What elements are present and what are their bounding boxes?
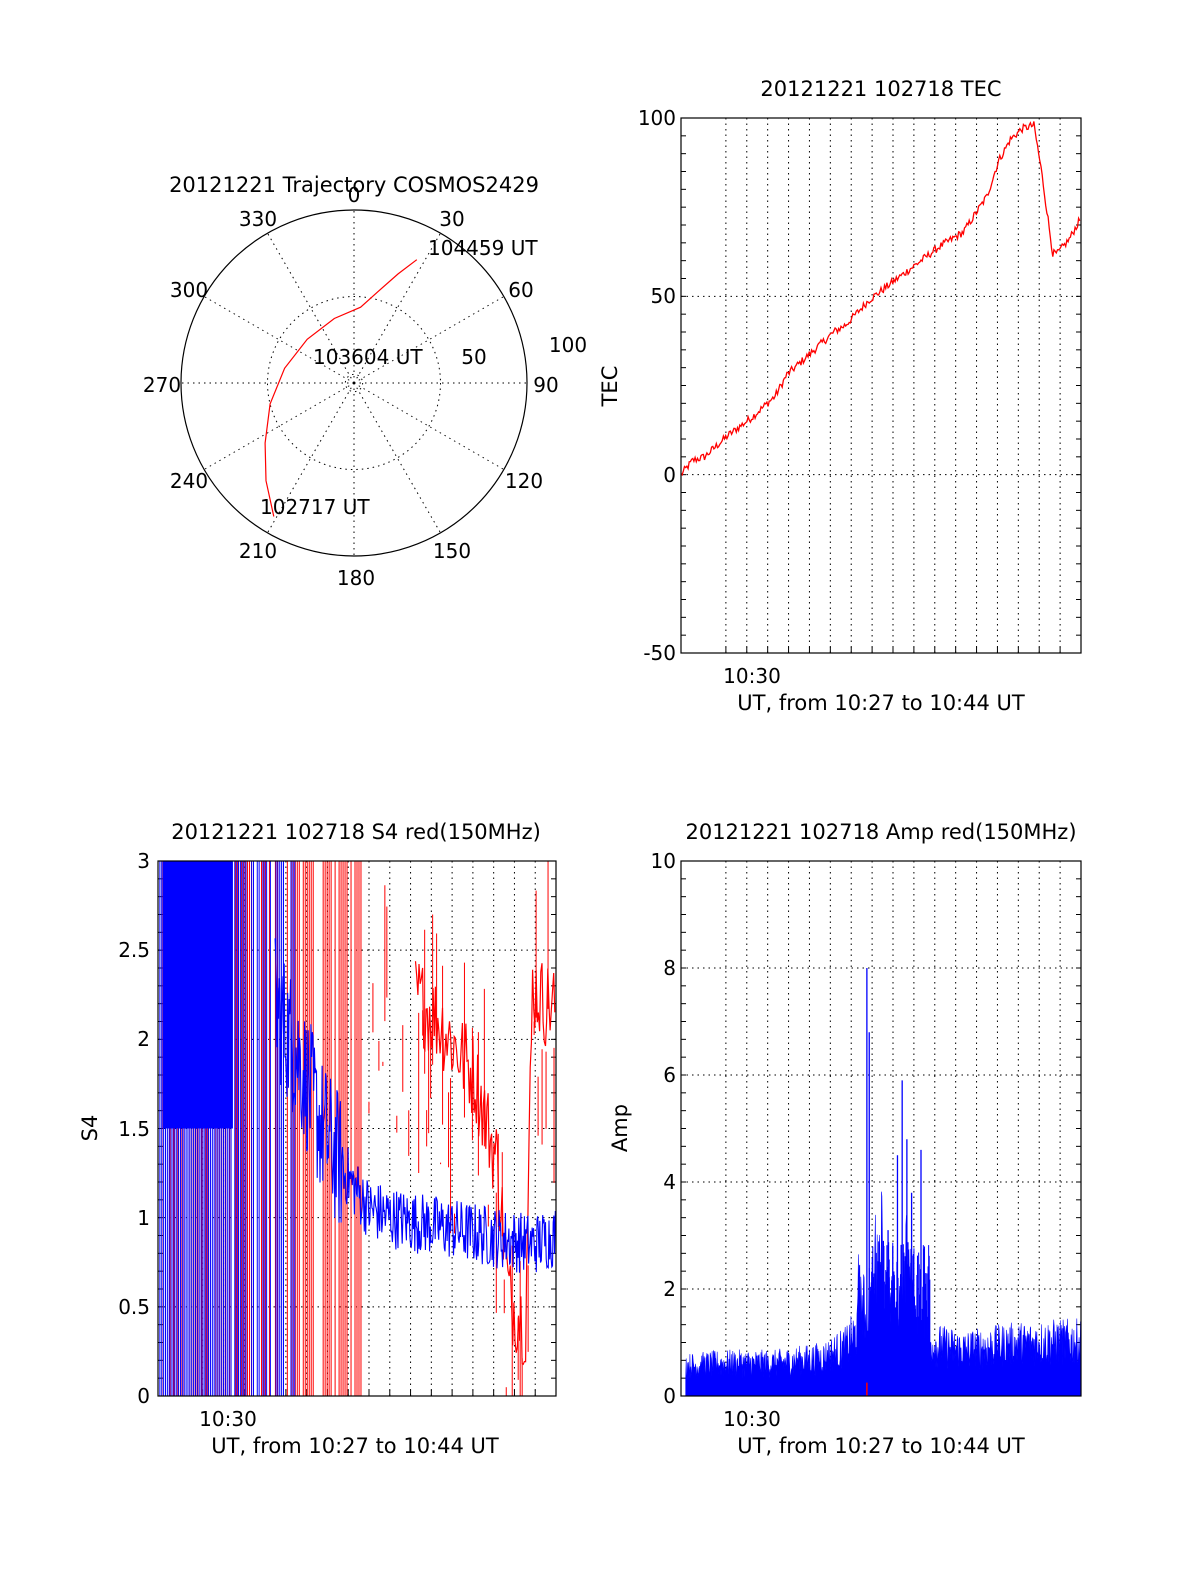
polar-radius-label-50: 50: [461, 345, 486, 369]
polar-spoke-210: [267, 382, 355, 534]
tec-ytick-neg50: -50: [643, 641, 676, 665]
amp-xtick-1030: 10:30: [723, 1407, 781, 1431]
amp-ytick-6: 6: [663, 1063, 676, 1087]
polar-angle-label-150: 150: [433, 539, 471, 563]
amp-ytick-2: 2: [663, 1277, 676, 1301]
polar-title: 20121221 Trajectory COSMOS2429: [169, 173, 539, 197]
s4-ytick-1: 1: [137, 1206, 150, 1230]
s4-ytick-2: 2: [137, 1027, 150, 1051]
polar-outer-circle: [180, 209, 528, 557]
amp-plot-frame: [680, 860, 1082, 1397]
s4-ytick-1-5: 1.5: [118, 1117, 150, 1141]
polar-angle-label-30: 30: [439, 207, 464, 231]
polar-spoke-240: [203, 382, 355, 470]
tec-ytick-100: 100: [638, 106, 676, 130]
amp-chart: 20121221 102718 Amp red(150MHz) 0 2 4 6 …: [608, 820, 1082, 1458]
tec-xlabel: UT, from 10:27 to 10:44 UT: [737, 691, 1025, 715]
tec-ylabel: TEC: [598, 366, 622, 408]
polar-spoke-330: [267, 232, 355, 384]
s4-red-series-line: [414, 961, 556, 1366]
polar-angle-label-0: 0: [348, 183, 361, 207]
s4-ylabel: S4: [78, 1115, 102, 1142]
tec-grid: [681, 117, 1081, 654]
s4-title: 20121221 102718 S4 red(150MHz): [171, 820, 541, 844]
s4-blue-series-line: [274, 938, 557, 1273]
amp-ytick-8: 8: [663, 956, 676, 980]
tec-series-line: [680, 121, 1081, 477]
s4-chart: 20121221 102718 S4 red(150MHz) 0 0.5 1 1…: [78, 820, 557, 1458]
polar-angle-label-300: 300: [170, 278, 208, 302]
polar-angle-labels: 0 30 60 90 120 150 180 210 240 270 300 330: [143, 183, 559, 590]
tec-title: 20121221 102718 TEC: [760, 77, 1001, 101]
amp-xlabel: UT, from 10:27 to 10:44 UT: [737, 1434, 1025, 1458]
amp-ylabel: Amp: [608, 1104, 632, 1152]
polar-spoke-150: [353, 382, 441, 534]
amp-title: 20121221 102718 Amp red(150MHz): [685, 820, 1076, 844]
polar-ring-50: [267, 296, 441, 470]
amp-ytick-4: 4: [663, 1170, 676, 1194]
tec-plot-frame: [680, 117, 1082, 654]
tec-chart: 20121221 102718 TEC 100 50 0 -50 10:30 U…: [598, 77, 1082, 715]
polar-angle-label-180: 180: [337, 566, 375, 590]
polar-ring-center: [344, 373, 364, 393]
polar-angle-label-330: 330: [239, 207, 277, 231]
polar-spoke-30: [353, 232, 441, 384]
polar-trajectory: [264, 259, 418, 517]
polar-grid: [181, 210, 527, 556]
polar-annotation-start: 102717 UT: [260, 495, 370, 519]
s4-ytick-3: 3: [137, 849, 150, 873]
s4-xlabel: UT, from 10:27 to 10:44 UT: [211, 1434, 499, 1458]
polar-annotation-mid: 103604 UT: [313, 345, 423, 369]
polar-chart: 20121221 Trajectory COSMOS2429 0 30 60 90 12…: [143, 173, 587, 590]
s4-ytick-2-5: 2.5: [118, 938, 150, 962]
tec-xtick-1030: 10:30: [723, 664, 781, 688]
amp-ytick-0: 0: [663, 1384, 676, 1408]
s4-plot-frame: [157, 860, 557, 1397]
polar-angle-label-90: 90: [533, 373, 558, 397]
polar-angle-label-210: 210: [239, 539, 277, 563]
amp-ytick-10: 10: [651, 849, 676, 873]
polar-spoke-60: [353, 296, 505, 384]
s4-ytick-0-5: 0.5: [118, 1295, 150, 1319]
s4-blue-spikes: [157, 861, 296, 1396]
polar-angle-label-120: 120: [505, 469, 543, 493]
amp-blue-spikes: [866, 968, 931, 1370]
polar-annotation-end: 104459 UT: [428, 236, 538, 260]
polar-spoke-300: [203, 296, 355, 384]
polar-angle-label-60: 60: [508, 278, 533, 302]
polar-radius-label-100: 100: [549, 333, 587, 357]
polar-spoke-120: [353, 382, 505, 470]
tec-ytick-0: 0: [663, 463, 676, 487]
s4-xtick-1030: 10:30: [199, 1407, 257, 1431]
tec-ytick-50: 50: [651, 284, 676, 308]
polar-angle-label-240: 240: [170, 469, 208, 493]
polar-angle-label-270: 270: [143, 373, 181, 397]
s4-ytick-0: 0: [137, 1384, 150, 1408]
